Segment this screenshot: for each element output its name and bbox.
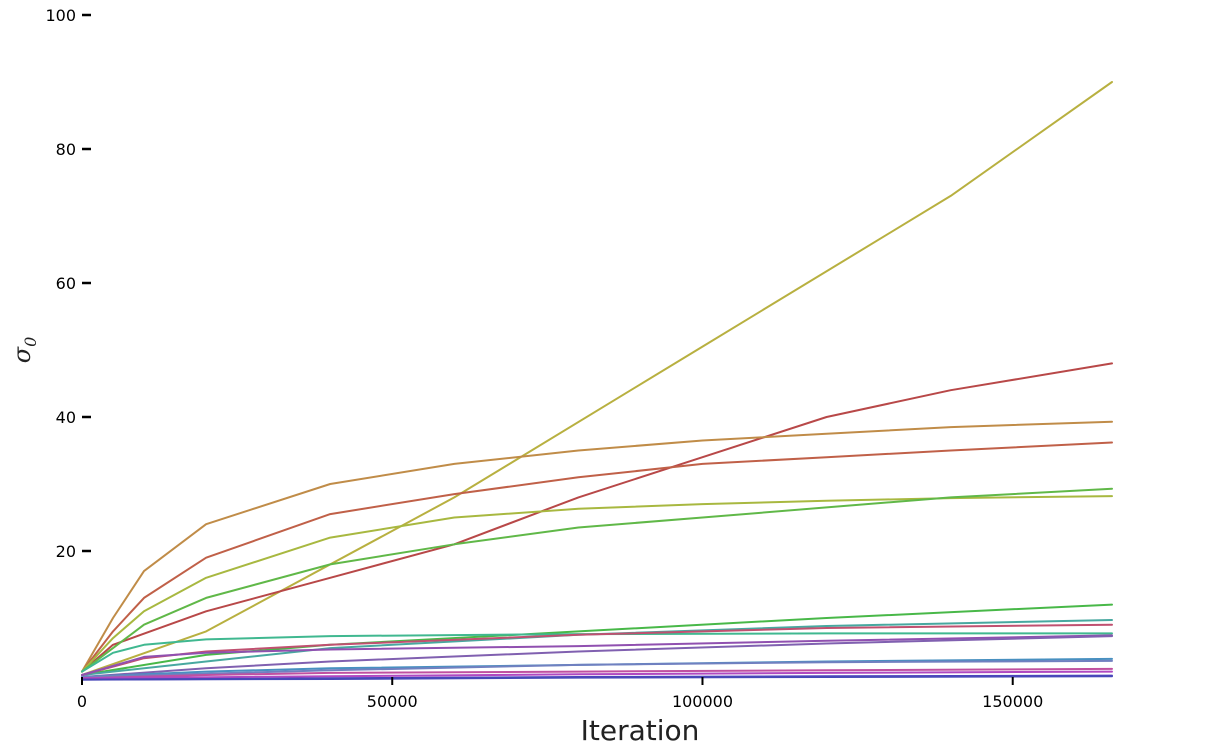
y-tick-label-5: 100 — [45, 6, 76, 25]
series-line-14 — [81, 659, 1113, 678]
series-line-7 — [81, 603, 1113, 676]
x-tick-label-2: 50000 — [367, 692, 418, 711]
series-line-10 — [81, 623, 1113, 676]
y-axis-label-symbol: σ — [8, 346, 36, 363]
x-tick-label-1: 0 — [77, 692, 87, 711]
series-line-9 — [81, 619, 1113, 676]
series-line-5 — [81, 495, 1113, 673]
y-axis-ticks: 20 40 60 80 100 — [45, 6, 91, 561]
series-line-12 — [81, 635, 1113, 678]
x-tick-label-3: 100000 — [672, 692, 733, 711]
y-tick-label-1: 20 — [56, 542, 76, 561]
series-line-8 — [81, 632, 1113, 673]
y-tick-label-2: 40 — [56, 408, 76, 427]
x-axis-ticks: 0 50000 100000 150000 — [77, 677, 1043, 711]
series-line-15 — [81, 667, 1113, 680]
y-tick-label-4: 80 — [56, 140, 76, 159]
y-tick-label-3: 60 — [56, 274, 76, 293]
x-tick-label-4: 150000 — [982, 692, 1043, 711]
series-line-3 — [81, 420, 1113, 673]
series-line-4 — [81, 441, 1113, 673]
series-line-1 — [81, 81, 1113, 676]
series-lines-layer — [81, 81, 1113, 681]
y-axis-label-subscript: 0 — [21, 337, 40, 347]
series-line-16 — [81, 670, 1113, 680]
x-axis-label: Iteration — [581, 714, 700, 747]
y-axis-label: σ0 — [8, 337, 40, 364]
series-line-11 — [81, 634, 1113, 676]
series-line-6 — [81, 487, 1113, 673]
series-line-18 — [81, 675, 1113, 681]
series-line-2 — [81, 362, 1113, 673]
